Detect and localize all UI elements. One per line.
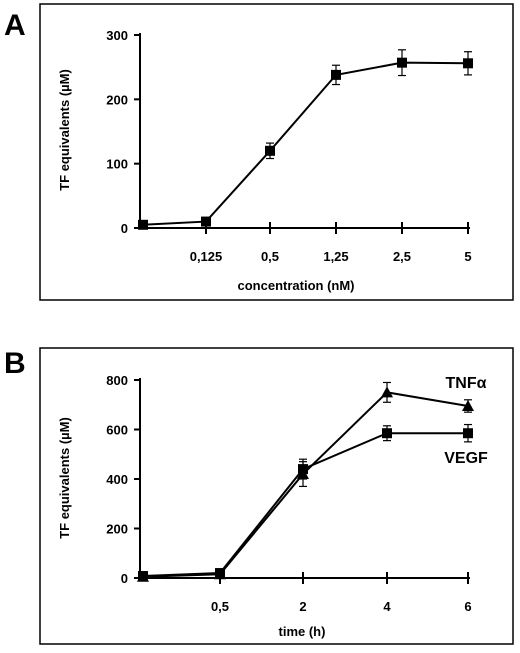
panel-a-x-tick-label: 0,5 [261, 249, 279, 264]
panel-a-x-tick-label: 0,125 [190, 249, 223, 264]
panel-b-y-tick-label: 200 [106, 522, 128, 537]
panel-b-data-point [381, 386, 393, 398]
panel-b-data-point [462, 399, 474, 411]
panel-a-data-point [463, 58, 473, 69]
panel-letter-a: A [4, 9, 26, 42]
panel-b-series-label: TNFα [446, 375, 487, 392]
panel-b-data-point [215, 568, 225, 579]
panel-a-x-tick-label: 1,25 [323, 249, 348, 264]
panel-b-data-point [298, 464, 308, 475]
panel-a-x-tick-label: 5 [464, 249, 471, 264]
panel-b-x-tick-label: 4 [383, 599, 391, 614]
panel-a-y-tick-label: 200 [106, 92, 128, 107]
panel-a: A TF equivalents (µM) concentration (nM)… [4, 3, 514, 301]
panel-b: B TF equivalents (µM) time (h) 020040060… [4, 347, 514, 645]
panel-a-y-axis-title: TF equivalents (µM) [57, 69, 72, 191]
panel-b-data-point [463, 428, 473, 439]
panel-a-x-tick-label: 2,5 [393, 249, 411, 264]
panel-b-series-line [142, 432, 468, 578]
panel-a-x-axis-title: concentration (nM) [238, 278, 355, 293]
panel-b-series-label: VEGF [444, 450, 488, 467]
panel-b-y-axis-title: TF equivalents (µM) [57, 417, 72, 539]
panel-b-y-tick-label: 800 [106, 373, 128, 388]
panel-a-data-point [331, 69, 341, 80]
panel-a-y-tick-label: 300 [106, 28, 128, 43]
panel-a-data-point [265, 145, 275, 156]
panel-b-x-tick-label: 0,5 [211, 599, 229, 614]
panel-b-data-point [138, 571, 148, 582]
panel-a-data-point [397, 57, 407, 68]
panel-b-y-tick-label: 0 [121, 571, 128, 586]
panel-letter-b: B [4, 347, 26, 380]
panel-a-y-tick-label: 100 [106, 157, 128, 172]
panel-b-y-tick-label: 600 [106, 423, 128, 438]
panel-b-x-tick-label: 2 [299, 599, 306, 614]
panel-a-y-tick-label: 0 [121, 221, 128, 236]
panel-b-data-point [382, 428, 392, 439]
panel-b-x-axis-title: time (h) [279, 624, 326, 639]
panel-b-y-tick-label: 400 [106, 472, 128, 487]
panel-a-data-point [201, 216, 211, 227]
panel-a-frame [39, 3, 514, 301]
panel-b-frame [39, 347, 514, 645]
panel-a-series-line [142, 61, 469, 226]
panel-b-series-line [142, 391, 469, 578]
panel-b-x-tick-label: 6 [464, 599, 471, 614]
panel-a-data-point [138, 219, 148, 230]
